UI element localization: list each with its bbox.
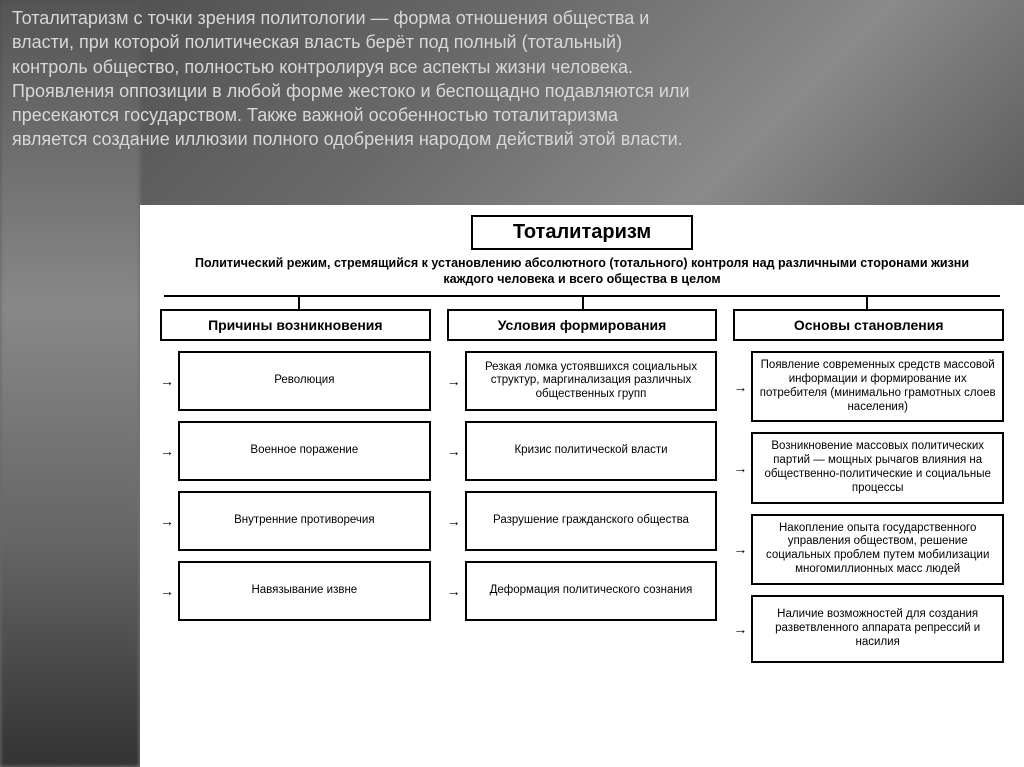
item-row: → Деформация политического сознания [447,561,718,621]
diagram-container: Тоталитаризм Политический режим, стремящ… [140,205,1024,767]
item-box: Появление современных средств массовой и… [751,351,1004,422]
arrow-icon: → [447,561,465,621]
item-row: → Наличие возможностей для создания разв… [733,595,1004,663]
columns-row: Причины возникновения → Революция → Воен… [154,309,1010,673]
item-row: → Навязывание извне [160,561,431,621]
arrow-icon: → [160,491,178,551]
arrow-icon: → [733,514,751,585]
item-row: → Кризис политической власти [447,421,718,481]
item-box: Резкая ломка устоявшихся социальных стру… [465,351,718,411]
item-box: Наличие возможностей для создания развет… [751,595,1004,663]
item-row: → Возникновение массовых политических па… [733,432,1004,503]
column-conditions: Условия формирования → Резкая ломка усто… [447,309,718,673]
item-row: → Разрушение гражданского общества [447,491,718,551]
item-box: Революция [178,351,431,411]
item-box: Военное поражение [178,421,431,481]
column-header: Условия формирования [447,309,718,341]
arrow-icon: → [733,351,751,422]
item-box: Деформация политического сознания [465,561,718,621]
item-row: → Накопление опыта государственного упра… [733,514,1004,585]
item-row: → Резкая ломка устоявшихся социальных ст… [447,351,718,411]
arrow-icon: → [160,421,178,481]
item-box: Возникновение массовых политических парт… [751,432,1004,503]
item-box: Разрушение гражданского общества [465,491,718,551]
arrow-icon: → [733,432,751,503]
item-row: → Военное поражение [160,421,431,481]
item-box: Накопление опыта государственного управл… [751,514,1004,585]
intro-paragraph: Тоталитаризм с точки зрения политологии … [12,6,692,152]
arrow-icon: → [447,491,465,551]
arrow-icon: → [160,351,178,411]
item-row: → Революция [160,351,431,411]
diagram-title: Тоталитаризм [471,215,693,250]
arrow-icon: → [447,421,465,481]
connector-hline [164,295,1000,309]
diagram-subtitle: Политический режим, стремящийся к устано… [174,256,990,287]
item-row: → Появление современных средств массовой… [733,351,1004,422]
column-header: Причины возникновения [160,309,431,341]
item-box: Навязывание извне [178,561,431,621]
column-header: Основы становления [733,309,1004,341]
item-box: Кризис политической власти [465,421,718,481]
item-row: → Внутренние противоречия [160,491,431,551]
arrow-icon: → [447,351,465,411]
column-causes: Причины возникновения → Революция → Воен… [160,309,431,673]
item-box: Внутренние противоречия [178,491,431,551]
arrow-icon: → [733,595,751,663]
column-foundations: Основы становления → Появление современн… [733,309,1004,673]
arrow-icon: → [160,561,178,621]
